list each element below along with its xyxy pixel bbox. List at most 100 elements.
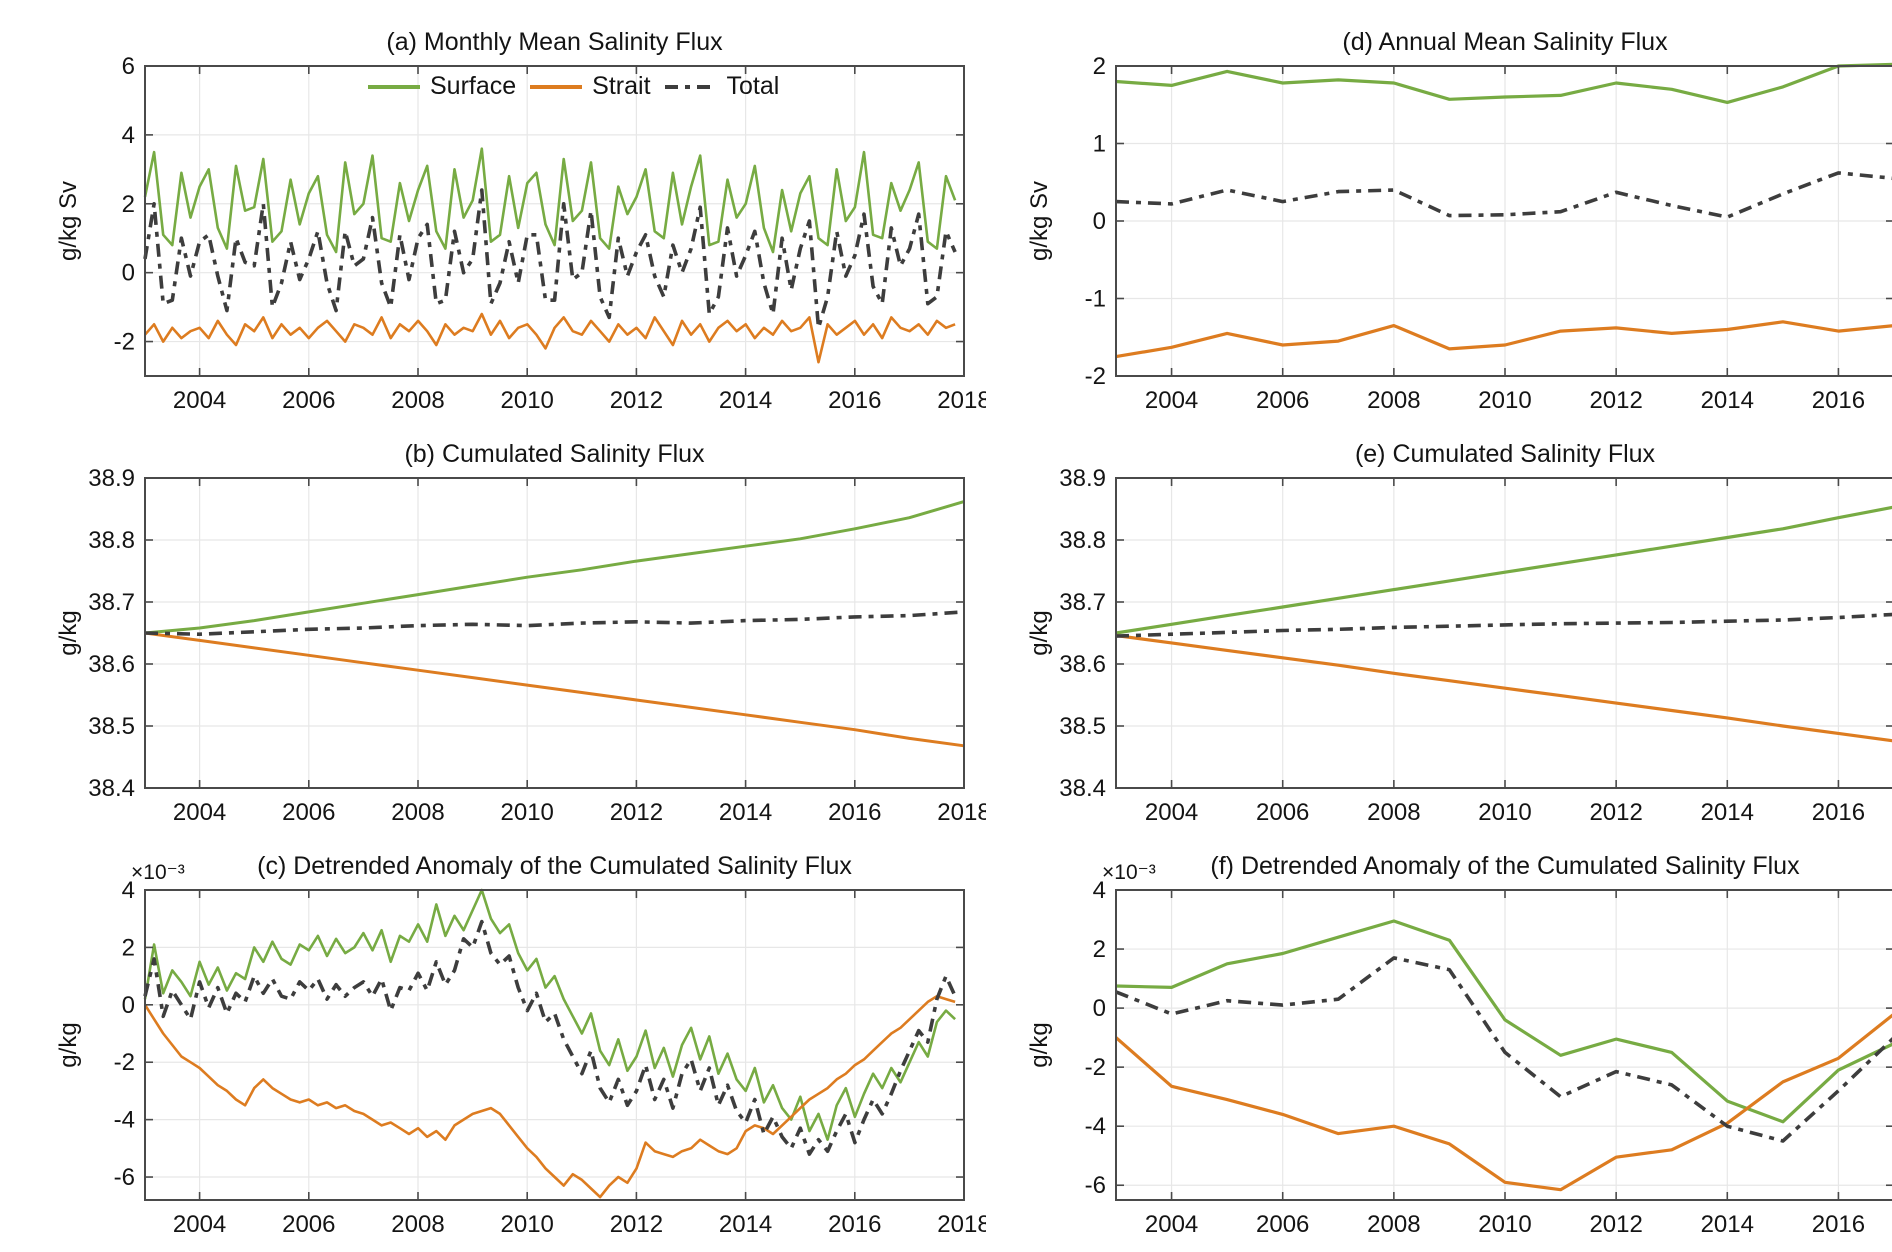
svg-text:2: 2 (1093, 936, 1106, 963)
panel-a: 2004 2006 2008 2010 2012 2014 2016 2018 6 4 2 0 -2 (… (40, 16, 986, 428)
svg-text:2018: 2018 (937, 387, 986, 414)
svg-text:2014: 2014 (1701, 387, 1754, 414)
panel-b-title: (b) Cumulated Salinity Flux (404, 440, 705, 468)
svg-text:2016: 2016 (1812, 1211, 1865, 1238)
svg-text:2010: 2010 (501, 799, 554, 826)
total-line-sample-icon (664, 84, 717, 89)
svg-text:2012: 2012 (610, 387, 663, 414)
svg-text:2006: 2006 (1256, 799, 1309, 826)
svg-text:-1: -1 (1085, 286, 1106, 313)
svg-text:-6: -6 (1085, 1172, 1106, 1199)
svg-text:2016: 2016 (828, 387, 881, 414)
svg-text:38.7: 38.7 (88, 589, 135, 616)
legend-item-strait: Strait (530, 72, 651, 101)
legend-label-strait: Strait (592, 72, 651, 100)
panel-e-title: (e) Cumulated Salinity Flux (1354, 440, 1656, 468)
svg-text:-2: -2 (1085, 1054, 1106, 1081)
svg-text:2004: 2004 (173, 1211, 226, 1238)
svg-text:2016: 2016 (1812, 799, 1865, 826)
chart-f-canvas: 2004 2006 2008 2010 2012 2014 2016 4 2 0 -2 -4 -6 (1085, 877, 1892, 1238)
svg-text:-4: -4 (1085, 1113, 1106, 1140)
svg-text:2010: 2010 (1478, 387, 1531, 414)
strait-line-sample-icon (530, 84, 583, 89)
svg-text:2004: 2004 (1145, 799, 1198, 826)
svg-text:2008: 2008 (1367, 799, 1420, 826)
svg-text:2006: 2006 (1256, 387, 1309, 414)
panel-f-multiplier: ×10⁻³ (1102, 861, 1156, 884)
svg-text:2010: 2010 (1478, 1211, 1531, 1238)
svg-text:2006: 2006 (1256, 1211, 1309, 1238)
svg-text:-2: -2 (114, 1049, 135, 1076)
chart-b-canvas: 2004 2006 2008 2010 2012 2014 2016 2018 38.9 38.8… (88, 465, 986, 826)
svg-text:1: 1 (1093, 131, 1106, 158)
svg-text:2012: 2012 (1589, 387, 1642, 414)
svg-text:-2: -2 (1085, 363, 1106, 390)
legend-label-total: Total (726, 72, 780, 100)
legend-item-total: Total (664, 72, 780, 101)
panel-d: 2004 2006 2008 2010 2012 2014 2016 2 1 0 -1 -2 (d) … (986, 16, 1892, 428)
svg-text:2012: 2012 (1589, 1211, 1642, 1238)
svg-text:2018: 2018 (937, 799, 986, 826)
panel-c-multiplier: ×10⁻³ (131, 861, 185, 884)
svg-text:2006: 2006 (282, 1211, 335, 1238)
svg-text:38.7: 38.7 (1059, 589, 1106, 616)
svg-text:2: 2 (122, 934, 135, 961)
chart-c-canvas: 2004 2006 2008 2010 2012 2014 2016 2018 4 2 0 -2 -4 -… (114, 877, 986, 1238)
svg-text:2008: 2008 (1367, 1211, 1420, 1238)
panel-e: 2004 2006 2008 2010 2012 2014 2016 38.9 38.8 38.7… (986, 428, 1892, 840)
svg-text:-4: -4 (114, 1107, 135, 1134)
svg-text:2010: 2010 (501, 387, 554, 414)
svg-text:2016: 2016 (828, 799, 881, 826)
svg-text:38.8: 38.8 (88, 527, 135, 554)
svg-text:2014: 2014 (1701, 1211, 1754, 1238)
svg-text:0: 0 (1093, 208, 1106, 235)
svg-text:38.6: 38.6 (88, 651, 135, 678)
legend: Surface Strait Total (368, 72, 779, 101)
svg-text:2012: 2012 (610, 1211, 663, 1238)
svg-text:2016: 2016 (828, 1211, 881, 1238)
svg-text:0: 0 (122, 992, 135, 1019)
svg-text:38.9: 38.9 (1059, 465, 1106, 492)
panel-c-title: (c) Detrended Anomaly of the Cumulated S… (257, 852, 852, 880)
panel-a-ylabel: g/kg Sv (55, 180, 82, 262)
svg-text:2004: 2004 (173, 387, 226, 414)
surface-line-sample-icon (368, 84, 420, 89)
svg-text:2004: 2004 (1145, 387, 1198, 414)
svg-text:2010: 2010 (501, 1211, 554, 1238)
svg-text:38.8: 38.8 (1059, 527, 1106, 554)
svg-text:2008: 2008 (391, 799, 444, 826)
svg-text:2006: 2006 (282, 799, 335, 826)
panel-d-title: (d) Annual Mean Salinity Flux (1342, 28, 1668, 56)
svg-text:2: 2 (122, 191, 135, 218)
svg-text:2004: 2004 (1145, 1211, 1198, 1238)
panel-b-ylabel: g/kg (55, 610, 82, 656)
panel-e-ylabel: g/kg (1026, 610, 1053, 656)
svg-text:2014: 2014 (1701, 799, 1754, 826)
chart-a-canvas: 2004 2006 2008 2010 2012 2014 2016 2018 6 4 2 0 -2 (114, 53, 986, 414)
svg-text:38.4: 38.4 (88, 775, 135, 802)
svg-text:0: 0 (122, 260, 135, 287)
svg-text:-2: -2 (114, 329, 135, 356)
svg-text:38.5: 38.5 (88, 713, 135, 740)
panel-b: 2004 2006 2008 2010 2012 2014 2016 2018 38.9 38.8… (40, 428, 986, 840)
svg-text:4: 4 (122, 877, 135, 904)
svg-text:2018: 2018 (937, 1211, 986, 1238)
panel-c-ylabel: g/kg (55, 1022, 82, 1068)
svg-text:2014: 2014 (719, 387, 772, 414)
panel-f: 2004 2006 2008 2010 2012 2014 2016 4 2 0 -2 -4 -6 (f… (986, 840, 1892, 1252)
panel-f-ylabel: g/kg (1026, 1022, 1053, 1068)
svg-text:0: 0 (1093, 995, 1106, 1022)
svg-text:-6: -6 (114, 1164, 135, 1191)
panel-c: 2004 2006 2008 2010 2012 2014 2016 2018 4 2 0 -2 -4 -… (40, 840, 986, 1252)
chart-e-canvas: 2004 2006 2008 2010 2012 2014 2016 38.9 38.8 38.7… (1059, 465, 1892, 826)
svg-text:2004: 2004 (173, 799, 226, 826)
legend-label-surface: Surface (430, 72, 517, 100)
svg-text:2006: 2006 (282, 387, 335, 414)
svg-text:6: 6 (122, 53, 135, 80)
chart-d-canvas: 2004 2006 2008 2010 2012 2014 2016 2 1 0 -1 -2 (1085, 53, 1892, 414)
svg-text:2: 2 (1093, 53, 1106, 80)
legend-item-surface: Surface (368, 72, 516, 101)
svg-text:38.5: 38.5 (1059, 713, 1106, 740)
svg-text:4: 4 (1093, 877, 1106, 904)
